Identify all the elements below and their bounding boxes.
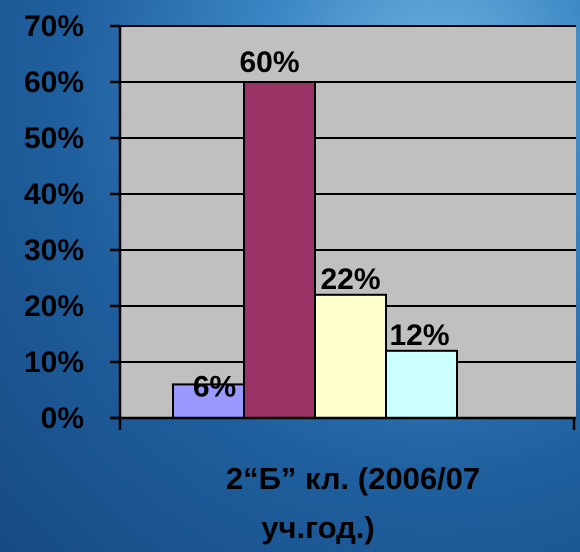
data-label-1: 6% — [193, 370, 236, 403]
bar-3 — [314, 293, 387, 419]
y-tick-label: 0% — [41, 402, 84, 435]
bar-2 — [243, 81, 316, 419]
bar-4 — [385, 349, 458, 419]
category-label-line-1: 2“Б” кл. (2006/07 — [226, 461, 480, 496]
category-label-line-2: уч.год.) — [261, 510, 375, 545]
y-tick-labels: 0% 10% 20% 30% 40% 50% 60% 70% — [24, 10, 84, 435]
y-tick-label: 60% — [24, 66, 84, 99]
axes — [110, 24, 576, 430]
data-label-3: 22% — [320, 263, 380, 296]
y-tick-label: 30% — [24, 234, 84, 267]
y-tick-label: 70% — [24, 10, 84, 43]
data-label-4: 12% — [389, 319, 449, 352]
data-labels: 6% 60% 22% 12% — [193, 46, 450, 403]
y-tick-label: 10% — [24, 346, 84, 379]
y-tick-label: 40% — [24, 178, 84, 211]
y-tick-label: 20% — [24, 290, 84, 323]
y-tick-label: 50% — [24, 122, 84, 155]
data-label-2: 60% — [239, 46, 299, 79]
